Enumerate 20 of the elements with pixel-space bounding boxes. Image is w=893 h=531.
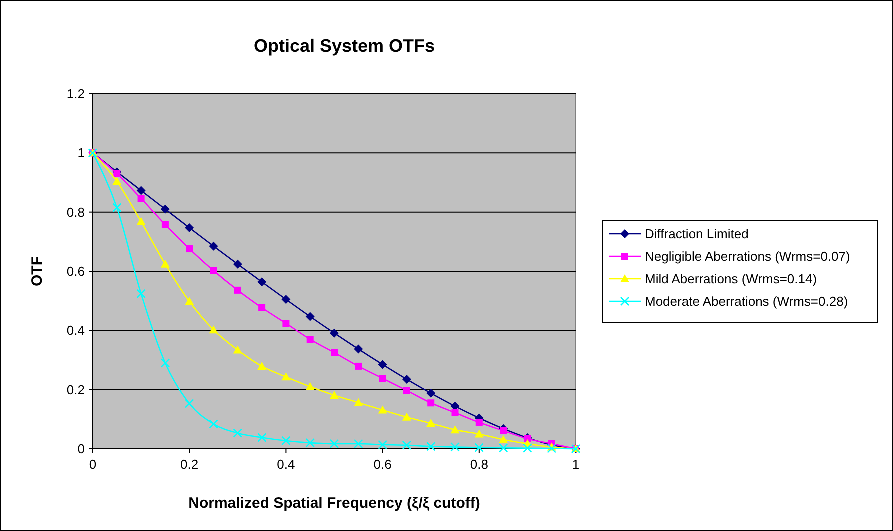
y-tick-label: 0.4: [66, 323, 85, 338]
chart-title: Optical System OTFs: [254, 36, 436, 56]
legend-label: Mild Aberrations (Wrms=0.14): [645, 272, 818, 286]
y-tick-label: 0.6: [66, 264, 85, 279]
x-tick-label: 0.6: [374, 457, 392, 472]
y-tick-label: 0.8: [66, 204, 85, 220]
y-tick-label: 0: [78, 442, 85, 456]
y-tick-label: 0.2: [66, 382, 85, 398]
legend-label: Moderate Aberrations (Wrms=0.28): [645, 294, 848, 309]
legend-label: Negligible Aberrations (Wrms=0.07): [645, 249, 850, 264]
x-tick-label: 0: [89, 457, 97, 472]
x-tick-label: 0.8: [470, 457, 488, 472]
x-tick-label: 0.4: [277, 457, 296, 472]
y-tick-label: 1.2: [66, 86, 85, 102]
x-tick-label: 0.2: [180, 457, 199, 472]
y-axis-title: OTF: [29, 256, 46, 286]
legend-label: Diffraction Limited: [645, 226, 749, 242]
x-tick-label: 1: [572, 457, 580, 472]
x-axis-title: Normalized Spatial Frequency (ξ/ξ cutoff): [188, 495, 480, 512]
y-tick-label: 1: [78, 146, 85, 161]
